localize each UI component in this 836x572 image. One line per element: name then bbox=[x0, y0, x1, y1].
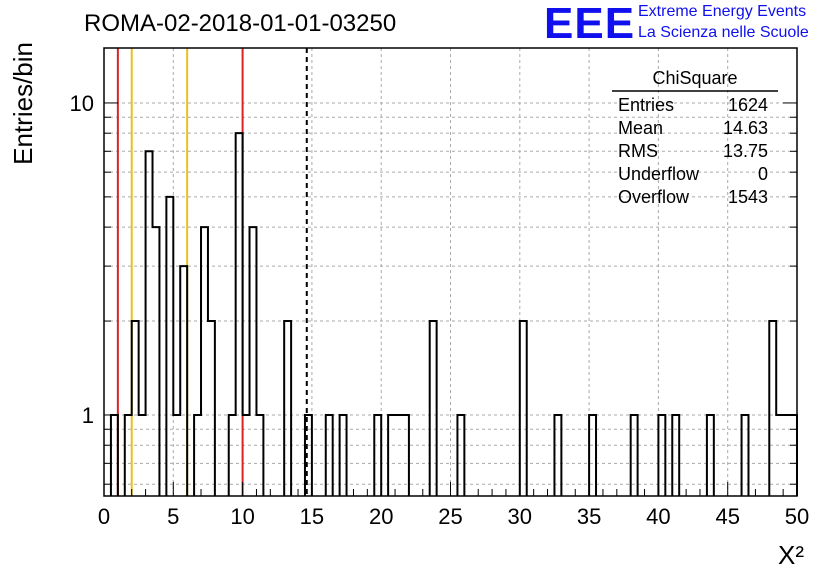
stats-value: 13.75 bbox=[723, 141, 768, 161]
x-tick-label: 15 bbox=[300, 504, 324, 529]
stats-box: ChiSquare Entries 1624 Mean 14.63 RMS 13.75 Un… bbox=[612, 68, 778, 207]
axis-tick-labels: 0 5 10 15 20 25 30 35 40 45 50 1 10 bbox=[70, 91, 810, 529]
x-tick-label: 5 bbox=[167, 504, 179, 529]
x-tick-label: 10 bbox=[230, 504, 254, 529]
stats-value: 1543 bbox=[728, 187, 768, 207]
x-tick-label: 0 bbox=[98, 504, 110, 529]
x-tick-label: 45 bbox=[715, 504, 739, 529]
chart-title: ROMA-02-2018-01-01-03250 bbox=[84, 10, 397, 37]
axis-ticks bbox=[103, 102, 798, 496]
stats-value: 14.63 bbox=[723, 118, 768, 138]
stats-label: Mean bbox=[618, 118, 663, 138]
stats-label: Underflow bbox=[618, 164, 700, 184]
y-axis-title: Entries/bin bbox=[8, 42, 38, 165]
stats-label: RMS bbox=[618, 141, 658, 161]
x-axis-title: X² bbox=[778, 540, 804, 570]
stats-value: 1624 bbox=[728, 95, 768, 115]
x-tick-label: 25 bbox=[438, 504, 462, 529]
stats-label: Entries bbox=[618, 95, 674, 115]
x-tick-label: 30 bbox=[508, 504, 532, 529]
x-tick-label: 40 bbox=[646, 504, 670, 529]
x-tick-label: 20 bbox=[369, 504, 393, 529]
y-tick-label: 10 bbox=[70, 91, 94, 116]
stats-title: ChiSquare bbox=[652, 68, 737, 88]
stats-value: 0 bbox=[758, 164, 768, 184]
x-tick-label: 50 bbox=[785, 504, 809, 529]
histogram-step-line bbox=[109, 132, 798, 496]
logo-text-line2: La Scienza nelle Scuole bbox=[638, 24, 809, 41]
eee-logo: EEE bbox=[544, 0, 636, 48]
stats-label: Overflow bbox=[618, 187, 690, 207]
x-tick-label: 35 bbox=[577, 504, 601, 529]
y-tick-label: 1 bbox=[82, 403, 94, 428]
logo-text-line1: Extreme Energy Events bbox=[638, 3, 807, 20]
